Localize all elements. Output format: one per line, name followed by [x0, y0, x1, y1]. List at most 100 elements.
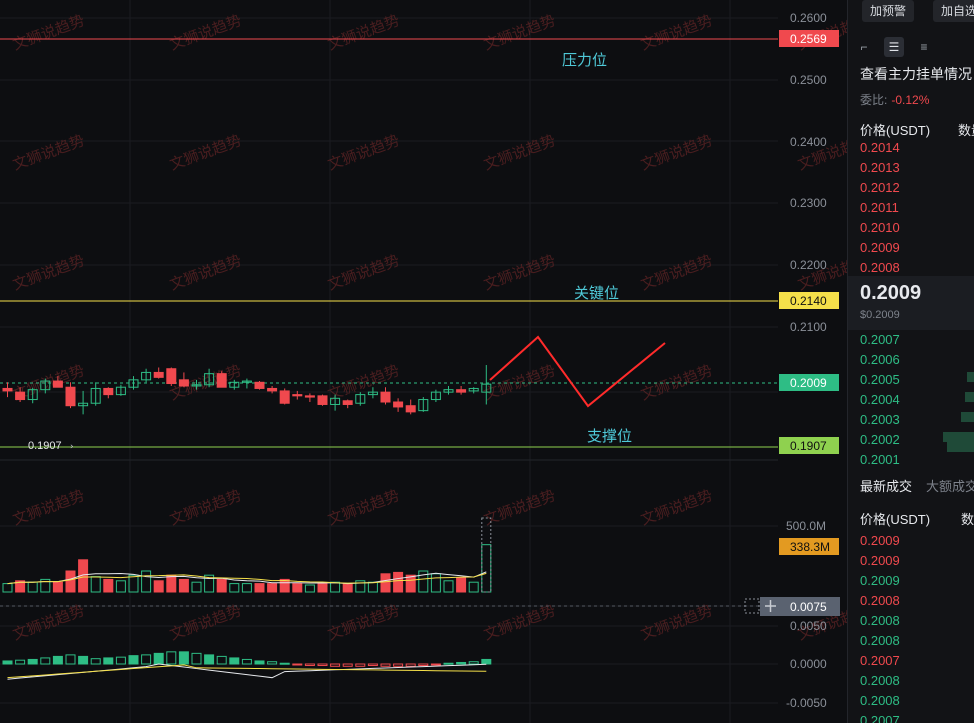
watermark-text: 文狮说趋势: [638, 486, 715, 529]
svg-text:0.2569: 0.2569: [790, 32, 827, 46]
main-orders-title[interactable]: 查看主力挂单情况: [860, 66, 972, 82]
candle-body: [267, 387, 278, 392]
volume-axis-tick: 500.0M: [786, 519, 826, 533]
book-bids-icon[interactable]: ≡: [920, 40, 928, 54]
candle[interactable]: [254, 381, 265, 390]
support-annotation: 支撑位: [587, 427, 632, 445]
candle[interactable]: [40, 378, 51, 394]
bid-row[interactable]: 0.2005: [860, 372, 900, 387]
ask-row[interactable]: 0.2009: [860, 240, 900, 255]
candle[interactable]: [191, 379, 202, 390]
tab-latest-trades[interactable]: 最新成交: [860, 479, 913, 494]
volume-bar: [166, 574, 177, 593]
candle[interactable]: [204, 368, 215, 388]
candle-body: [141, 371, 152, 381]
chart-area[interactable]: 文狮说趋势 文狮说趋势 文狮说趋势 文狮说趋势 文狮说趋势 文狮说趋势 文狮说趋势 文狮说趋势…: [0, 0, 847, 723]
watermark-text: 文狮说趋势: [10, 251, 87, 294]
candle[interactable]: [141, 368, 152, 383]
watermark-text: 文狮说趋势: [167, 251, 244, 294]
bid-row[interactable]: 0.2004: [860, 392, 900, 407]
candle-body: [292, 394, 303, 397]
trade-row: 0.2007: [860, 653, 900, 668]
price-tick: 0.2300: [790, 196, 827, 210]
ask-row[interactable]: 0.2012: [860, 180, 900, 195]
candle[interactable]: [443, 385, 454, 395]
candle-body: [430, 391, 441, 401]
candle[interactable]: [229, 379, 240, 390]
ask-row[interactable]: 0.2013: [860, 160, 900, 175]
tab-large-trades[interactable]: 大额成交: [926, 479, 974, 494]
candle-body: [153, 371, 164, 378]
bid-row[interactable]: 0.2003: [860, 412, 900, 427]
ask-row[interactable]: 0.2010: [860, 220, 900, 235]
candle[interactable]: [103, 387, 114, 399]
corner-icon[interactable]: ⌐: [860, 40, 868, 54]
candle[interactable]: [418, 397, 429, 412]
candle[interactable]: [15, 387, 26, 403]
volume-bar: [191, 581, 202, 593]
candle-body: [178, 379, 189, 387]
candle-body: [15, 391, 26, 401]
bid-row[interactable]: 0.2007: [860, 332, 900, 347]
candle[interactable]: [456, 385, 467, 395]
candle[interactable]: [279, 388, 290, 405]
add-alert-button[interactable]: 加预警: [862, 0, 915, 22]
candle[interactable]: [267, 385, 278, 394]
ask-row[interactable]: 0.2014: [860, 140, 900, 155]
volume-bar: [2, 583, 13, 593]
volume-bar: [405, 574, 416, 593]
candle[interactable]: [430, 389, 441, 403]
bid-row[interactable]: 0.2006: [860, 352, 900, 367]
trades-price-header: 价格(USDT): [860, 512, 931, 527]
candle[interactable]: [153, 367, 164, 379]
bid-row[interactable]: 0.2002: [860, 432, 900, 447]
candle[interactable]: [90, 382, 101, 406]
candle[interactable]: [468, 387, 479, 394]
candle[interactable]: [78, 390, 89, 415]
candle[interactable]: [178, 372, 189, 388]
macd-bar: [292, 663, 303, 666]
trade-row: 0.2009: [860, 553, 900, 568]
candle[interactable]: [481, 365, 492, 405]
candle-body: [40, 380, 51, 391]
price-axis: 0.2600 0.2500 0.2400 0.2300 0.2200 0.210…: [790, 11, 827, 334]
candle-body: [78, 402, 89, 407]
ask-row[interactable]: 0.2011: [860, 200, 899, 215]
candle[interactable]: [380, 387, 391, 405]
candle[interactable]: [216, 371, 227, 388]
volume-bar: [292, 583, 303, 593]
macd-bar: [367, 663, 378, 667]
candle[interactable]: [128, 376, 139, 390]
candle[interactable]: [317, 394, 328, 406]
add-watchlist-button[interactable]: 加自选: [933, 0, 974, 22]
candle[interactable]: [304, 393, 315, 403]
candle[interactable]: [355, 392, 366, 406]
crosshair-plus-icon[interactable]: [744, 598, 776, 614]
candle[interactable]: [292, 390, 303, 400]
volume-bar: [317, 583, 328, 593]
watermark-text: 文狮说趋势: [325, 601, 402, 644]
candle[interactable]: [330, 394, 341, 411]
watermark-text: 文狮说趋势: [10, 486, 87, 529]
candle[interactable]: [52, 376, 63, 388]
candle[interactable]: [405, 399, 416, 415]
bid-row[interactable]: 0.2001: [860, 452, 900, 467]
volume-bar: [367, 581, 378, 593]
candle[interactable]: [166, 367, 177, 386]
candle[interactable]: [241, 378, 252, 389]
book-both-icon[interactable]: ☰: [884, 37, 904, 57]
candle[interactable]: [342, 399, 353, 409]
candle[interactable]: [2, 382, 13, 398]
candle[interactable]: [115, 384, 126, 396]
volume-bar: [204, 574, 215, 593]
volume-ma-slow: [7, 572, 487, 585]
candle[interactable]: [393, 398, 404, 412]
book-qty-header: 数量: [958, 123, 974, 138]
svg-text:0.0075: 0.0075: [790, 600, 827, 614]
candle[interactable]: [367, 387, 378, 399]
candle[interactable]: [65, 382, 76, 409]
ask-row[interactable]: 0.2008: [860, 260, 900, 275]
projection-path[interactable]: [489, 335, 666, 408]
candle[interactable]: [27, 387, 38, 404]
